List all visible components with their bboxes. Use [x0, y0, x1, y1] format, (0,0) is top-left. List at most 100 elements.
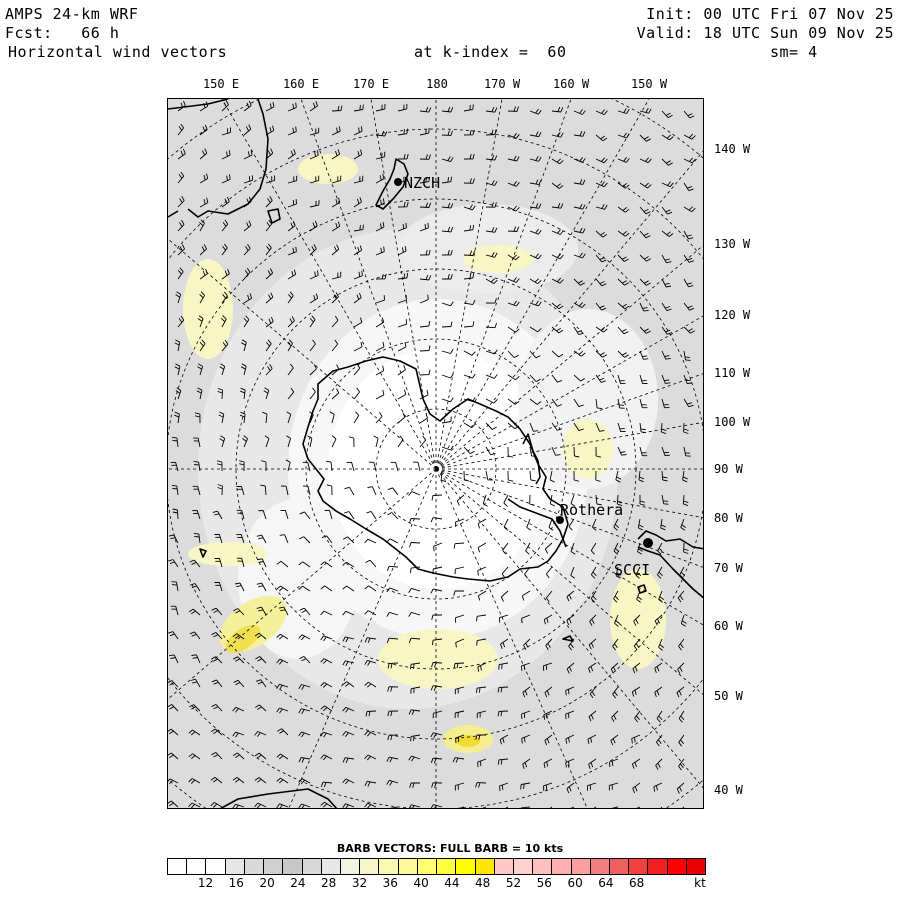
- wind-barb: [309, 127, 320, 136]
- wind-barb: [375, 273, 387, 280]
- wind-barb: [677, 590, 685, 603]
- wind-barb: [661, 134, 674, 141]
- wind-barb: [331, 292, 339, 304]
- wind-barb: [353, 197, 362, 208]
- wind-barb: [573, 350, 586, 357]
- wind-barb: [551, 398, 563, 407]
- australia-coastline: [168, 99, 269, 218]
- wind-barb: [177, 244, 185, 256]
- wind-barb: [661, 230, 674, 237]
- wind-barb: [177, 219, 185, 232]
- wind-barb: [397, 412, 406, 424]
- wind-barb: [453, 590, 465, 596]
- wind-barb: [573, 374, 586, 382]
- colorbar-swatch: [437, 859, 457, 874]
- wind-barb: [342, 561, 355, 568]
- wind-barb: [397, 435, 404, 448]
- wind-barb: [520, 782, 531, 790]
- wind-barb: [287, 126, 297, 136]
- wind-barb: [190, 583, 201, 592]
- wind-barb: [477, 758, 487, 768]
- wind-barb: [500, 638, 509, 649]
- wind-barb: [475, 782, 487, 788]
- wind-barb: [543, 758, 553, 769]
- colorbar-tick-label: 32: [351, 876, 368, 890]
- wind-barb: [589, 686, 597, 699]
- wind-barb: [485, 129, 497, 136]
- colorbar-swatch: [264, 859, 284, 874]
- wind-barb: [507, 205, 520, 212]
- wind-barb: [573, 422, 584, 432]
- wind-barb: [544, 542, 553, 554]
- wind-barb: [430, 517, 443, 523]
- wind-barb: [441, 156, 454, 163]
- wind-barb: [463, 224, 475, 232]
- wind-barb: [430, 732, 443, 739]
- colorbar-swatch: [321, 859, 341, 874]
- wind-barb: [397, 389, 407, 400]
- wind-barb: [309, 339, 316, 352]
- wind-barb: [683, 542, 689, 554]
- wind-barb: [617, 132, 630, 139]
- wind-barb: [431, 662, 443, 668]
- wind-barb: [168, 631, 179, 640]
- wind-barb: [320, 682, 333, 688]
- wind-barb: [551, 326, 564, 334]
- wind-barb: [454, 566, 465, 575]
- south-georgia: [562, 635, 574, 642]
- wind-barb: [243, 100, 252, 112]
- wind-barb: [485, 202, 497, 208]
- wind-barb: [545, 566, 553, 579]
- wind-barb: [320, 754, 333, 761]
- wind-barb: [299, 536, 311, 544]
- colorbar-tick-label: 12: [197, 876, 214, 890]
- wind-barb: [168, 559, 179, 568]
- wind-barb: [431, 614, 442, 621]
- wind-barb: [551, 182, 564, 189]
- wind-barb: [326, 460, 333, 472]
- wind-barb: [683, 302, 695, 311]
- wind-barb: [265, 268, 274, 280]
- wind-barb: [408, 491, 421, 496]
- wind-barb: [353, 363, 361, 376]
- wind-barb: [320, 731, 333, 738]
- wind-barb: [368, 461, 377, 472]
- wind-barb: [683, 206, 696, 213]
- wind-barb: [639, 326, 651, 334]
- island-left: [199, 548, 207, 558]
- wind-barb: [364, 754, 377, 761]
- wind-barb: [615, 566, 622, 579]
- wind-barb: [366, 510, 377, 520]
- colorbar-swatch: [302, 859, 322, 874]
- wind-barb: [174, 411, 180, 424]
- wind-barb: [331, 126, 341, 136]
- wind-barb: [320, 781, 333, 788]
- wind-barb: [419, 249, 431, 256]
- side-label-120w: 120 W: [714, 308, 751, 322]
- wind-barb: [678, 734, 685, 747]
- wind-barb: [171, 581, 179, 592]
- wind-barb: [211, 632, 223, 640]
- wind-barb: [542, 662, 553, 671]
- wind-barb: [485, 278, 498, 284]
- wind-barb: [309, 101, 318, 112]
- wind-barb: [239, 411, 246, 424]
- wind-barb: [172, 508, 179, 520]
- valid-time: Valid: 18 UTC Sun 09 Nov 25: [636, 24, 894, 42]
- wind-barb: [595, 181, 608, 188]
- wind-barb: [654, 686, 663, 698]
- wind-barb: [683, 278, 694, 288]
- wind-barb: [529, 300, 542, 307]
- wind-barb: [430, 757, 443, 764]
- wind-barb: [463, 273, 475, 280]
- colorbar-swatch: [283, 859, 303, 874]
- wind-barb: [375, 341, 385, 352]
- wind-barb: [221, 196, 230, 208]
- wind-barb: [221, 127, 232, 136]
- wind-barb: [177, 195, 185, 208]
- wind-barb: [441, 106, 454, 113]
- wind-barb: [375, 173, 385, 184]
- wind-barb: [485, 298, 497, 304]
- wind-barb: [595, 422, 605, 432]
- colorbar-swatch: [379, 859, 399, 874]
